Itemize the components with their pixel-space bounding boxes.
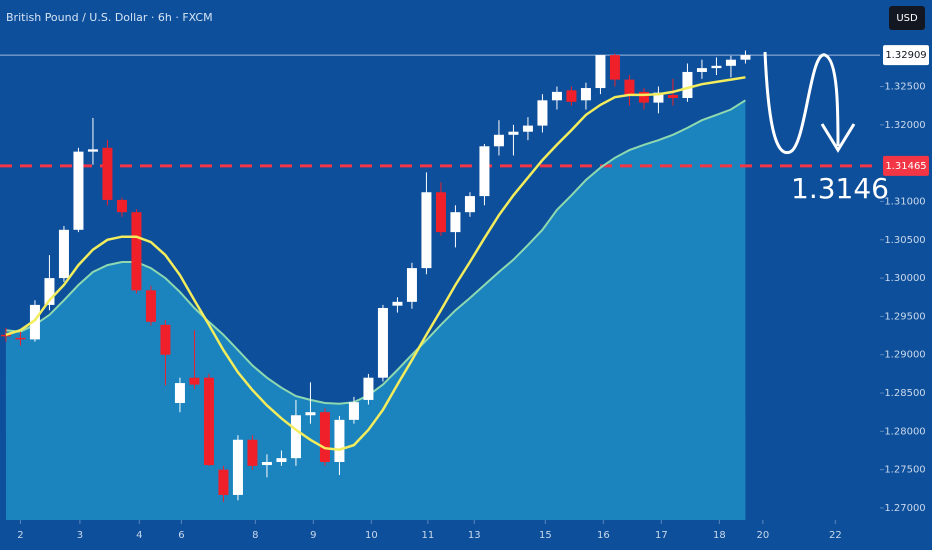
candle-body [667,94,678,99]
y-tick-label: 1.31000 [884,196,925,207]
candle-body [174,383,185,403]
candle-body [102,147,113,200]
candle-body [290,415,301,459]
candle-body [276,458,287,462]
candle-body [493,134,504,147]
candle-body [29,304,40,340]
chart-title: British Pound / U.S. Dollar · 6h · FXCM [6,11,213,24]
candle-body [711,65,722,69]
y-tick-label: 1.30500 [884,235,925,246]
level-label: 1.31465 [885,161,926,172]
candle-body [15,337,26,340]
candle-body [740,55,751,60]
plot: 1.32500 1.32000 1.31000 1.30500 1.30000 1.295… [0,45,929,541]
x-tick-label: 17 [655,530,668,541]
x-tick-label: 22 [829,530,842,541]
x-tick-label: 16 [597,530,610,541]
candle-body [725,59,736,66]
x-tick-label: 15 [539,530,552,541]
y-tick-label: 1.29500 [884,311,925,322]
x-tick-label: 9 [310,530,316,541]
arrow-head [820,123,856,153]
candle-body [450,212,461,233]
x-tick-label: 2 [17,530,23,541]
last-price-box [883,45,929,66]
candle-body [551,91,562,101]
candle-body [348,402,359,420]
last-price-label: 1.32909 [885,50,926,61]
x-tick-label: 8 [252,530,258,541]
x-tick-label: 4 [136,530,142,541]
candle-body [305,412,316,416]
candle-body [421,192,432,269]
y-tick-label: 1.32500 [884,82,925,93]
candle-body [73,151,84,230]
candle-body [522,125,533,132]
candle-body [232,439,243,495]
candle-body [392,301,403,306]
candle-body [44,278,55,305]
candle-body [0,334,11,337]
candle-body [508,131,519,135]
y-tick-label: 1.29000 [884,350,925,361]
candle-body [247,439,258,466]
candle-body [580,88,591,101]
candle-body [261,461,272,466]
candle-body [479,146,490,197]
candle-body [58,229,69,279]
candle-body [218,469,229,495]
candle-body [595,55,606,89]
ma-line [5,99,746,405]
y-tick-label: 1.27500 [884,465,925,476]
candle-body [145,290,156,322]
y-tick-label: 1.32000 [884,120,925,131]
candle-body [363,377,374,400]
candle-body [624,79,635,95]
x-tick-label: 18 [713,530,726,541]
candle-body [406,268,417,302]
y-tick-label: 1.28000 [884,426,925,437]
x-tick-label: 6 [178,530,184,541]
candle-body [160,324,171,355]
x-tick-label: 3 [77,530,83,541]
candle-body [464,196,475,213]
currency-button[interactable] [889,6,925,30]
ma-area [5,100,746,521]
ma-line [5,76,746,451]
x-tick-label: 11 [422,530,435,541]
candle-body [653,92,664,103]
x-tick-label: 10 [365,530,378,541]
y-tick-label: 1.30000 [884,273,925,284]
candle-body [131,212,142,291]
candle-body [116,199,127,213]
level-label-box [883,155,929,176]
candle-body [203,377,214,466]
y-tick-label: 1.28500 [884,388,925,399]
candle-body [682,71,693,99]
candle-body [334,419,345,462]
candle-body [566,90,577,102]
candle-body [537,100,548,126]
candle-body [609,55,620,80]
candle-body [87,149,98,152]
candle-body [189,377,200,385]
candle-body [696,68,707,72]
x-tick-label: 13 [468,530,481,541]
x-tick-label: 20 [756,530,769,541]
currency-label[interactable]: USD [896,13,918,24]
candle-body [435,192,446,233]
annotation: 1.3146 [791,172,889,205]
y-tick-label: 1.27000 [884,503,925,514]
arrow [763,51,840,155]
candle-body [319,412,330,462]
candle-body [638,91,649,103]
candle-body [377,307,388,378]
